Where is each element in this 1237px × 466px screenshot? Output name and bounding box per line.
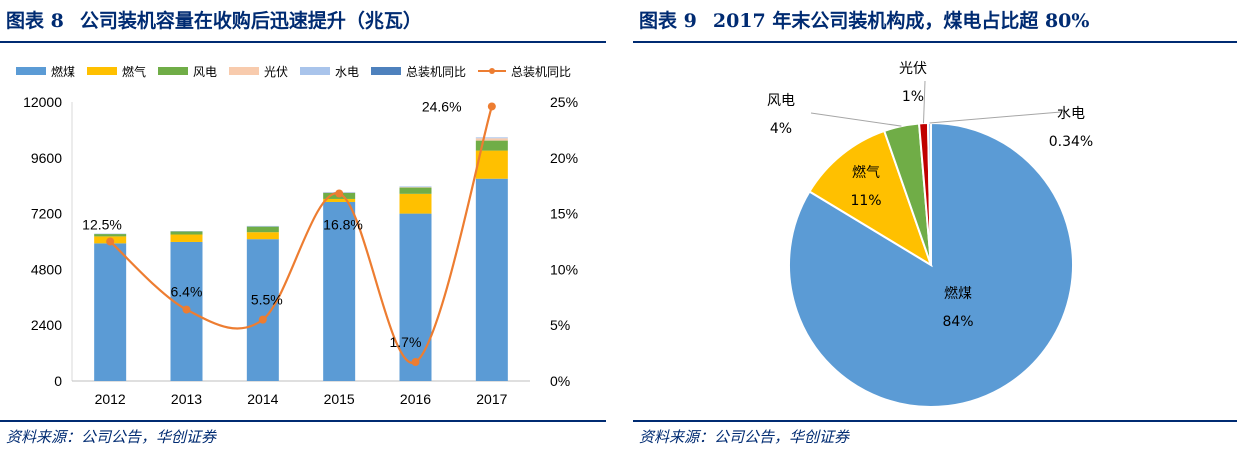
legend-label-4: 水电 — [335, 65, 359, 79]
pie-label-pct-0: 84% — [942, 314, 973, 330]
legend-label-6: 总装机同比 — [511, 65, 571, 79]
bar-2017-series-4 — [475, 137, 508, 139]
y2-tick-label: 5% — [550, 317, 570, 333]
y-tick-label: 7200 — [31, 206, 62, 222]
bar-2014-series-1 — [246, 232, 279, 240]
x-tick-label-2012: 2012 — [95, 391, 126, 407]
pie-label-name-0: 燃煤 — [944, 285, 972, 302]
figure-8-title: 图表 8 公司装机容量在收购后迅速提升（兆瓦） — [6, 4, 422, 38]
x-tick-label-2017: 2017 — [476, 391, 507, 407]
legend-swatch-4 — [300, 67, 330, 75]
y-tick-label: 0 — [54, 373, 62, 389]
y-tick-label: 4800 — [31, 261, 62, 277]
pie-label-name-4: 水电 — [1057, 106, 1085, 122]
pie-chart: 燃煤 84% 燃气 11% 风电 4% 光伏 1% 水电 0.34% — [767, 61, 1093, 408]
bar-2016-series-1 — [399, 193, 432, 214]
bar-2017-series-2 — [475, 140, 508, 151]
figure-9-source: 资料来源：公司公告，华创证券 — [639, 428, 850, 446]
figure-8-top-rule — [0, 41, 606, 43]
pie-label-name-2: 风电 — [767, 93, 795, 109]
legend-label-5: 总装机同比 — [406, 65, 466, 79]
pie-label-pct-2: 4% — [770, 121, 792, 137]
bar-2017-series-1 — [475, 150, 508, 179]
yoy-point-2013 — [182, 305, 191, 314]
y-tick-label: 2400 — [31, 317, 62, 333]
bar-2014-series-2 — [246, 226, 279, 233]
legend-swatch-5 — [371, 67, 401, 75]
figure-9-title-text: 2017 年末公司装机构成，煤电占比超 80% — [712, 10, 1090, 32]
figure-8-title-text: 公司装机容量在收购后迅速提升（兆瓦） — [79, 10, 422, 32]
bar-2017-series-0 — [475, 178, 508, 381]
x-tick-label-2014: 2014 — [247, 391, 278, 407]
y2-tick-label: 25% — [550, 94, 578, 110]
figure-9-number: 图表 9 — [639, 10, 697, 32]
yoy-point-2017 — [487, 102, 496, 111]
yoy-label-2012: 12.5% — [82, 217, 122, 233]
x-tick-label-2015: 2015 — [324, 391, 355, 407]
yoy-label-2015: 16.8% — [323, 217, 363, 233]
figure-8-source: 资料来源：公司公告，华创证券 — [6, 428, 217, 446]
legend-label-2: 风电 — [193, 65, 217, 79]
figure-8-bottom-rule — [0, 420, 606, 422]
figure-8-panel: 图表 8 公司装机容量在收购后迅速提升（兆瓦） 燃煤 燃气 风电 光伏 水电 总装机同比 总装… — [0, 0, 606, 466]
figure-9-top-rule — [633, 41, 1237, 43]
figure-9-title: 图表 9 2017 年末公司装机构成，煤电占比超 80% — [639, 4, 1089, 38]
y2-tick-label: 15% — [550, 206, 578, 222]
y2-tick-label: 20% — [550, 150, 578, 166]
pie-label-name-3: 光伏 — [899, 61, 927, 77]
yoy-point-2016 — [411, 358, 420, 367]
pie-label-pct-4: 0.34% — [1049, 134, 1093, 150]
y2-tick-label: 10% — [550, 261, 578, 277]
legend-label-0: 燃煤 — [51, 64, 75, 79]
bar-2016-series-4 — [399, 186, 432, 188]
stacked-bar-line-chart: 燃煤 燃气 风电 光伏 水电 总装机同比 总装机同比 0 2400 4800 7200 9600 120… — [16, 64, 578, 407]
pie-slice-0 — [788, 121, 1074, 408]
figure-8-number: 图表 8 — [6, 10, 64, 32]
legend-line-marker — [489, 68, 495, 74]
bar-2014-series-0 — [246, 239, 279, 381]
x-tick-label-2013: 2013 — [171, 391, 202, 407]
pie-slice-1 — [808, 129, 933, 268]
bar-2016-series-0 — [399, 213, 432, 381]
legend-swatch-2 — [158, 67, 188, 75]
x-tick-label-2016: 2016 — [400, 391, 431, 407]
yoy-label-2016: 1.7% — [390, 334, 422, 350]
bar-2012-series-0 — [94, 243, 127, 381]
yoy-label-2014: 5.5% — [251, 292, 283, 308]
y-tick-label: 12000 — [23, 94, 62, 110]
bar-2013-series-1 — [170, 234, 203, 242]
yoy-label-2017: 24.6% — [422, 98, 462, 114]
bar-2017-series-3 — [475, 138, 508, 141]
yoy-point-2015 — [335, 189, 344, 198]
bar-2014-series-4 — [246, 225, 279, 227]
pie-label-name-1: 燃气 — [852, 164, 880, 181]
bar-2012-series-2 — [94, 234, 127, 237]
pie-label-pct-1: 11% — [850, 193, 881, 209]
legend-swatch-1 — [87, 67, 117, 75]
legend-label-1: 燃气 — [122, 64, 146, 79]
legend-label-3: 光伏 — [264, 65, 288, 79]
pie-leader-3 — [923, 80, 926, 124]
legend-swatch-3 — [229, 67, 259, 75]
yoy-point-2014 — [258, 315, 267, 324]
bar-2016-series-2 — [399, 187, 432, 194]
bar-2015-series-1 — [323, 198, 356, 202]
legend-swatch-0 — [16, 67, 46, 75]
figure-9-bottom-rule — [633, 420, 1237, 422]
yoy-label-2013: 6.4% — [171, 284, 203, 300]
yoy-growth-line — [109, 106, 493, 364]
pie-leader-2 — [810, 112, 902, 127]
pie-label-pct-3: 1% — [902, 89, 924, 105]
y2-tick-label: 0% — [550, 373, 570, 389]
y-tick-label: 9600 — [31, 150, 62, 166]
figure-9-panel: 图表 9 2017 年末公司装机构成，煤电占比超 80% 燃煤 84% 燃气 11% 风电… — [633, 0, 1237, 466]
yoy-point-2012 — [106, 237, 115, 246]
bar-2013-series-2 — [170, 231, 203, 235]
bar-2015-series-0 — [323, 201, 356, 381]
pie-leader-4 — [929, 111, 1062, 124]
